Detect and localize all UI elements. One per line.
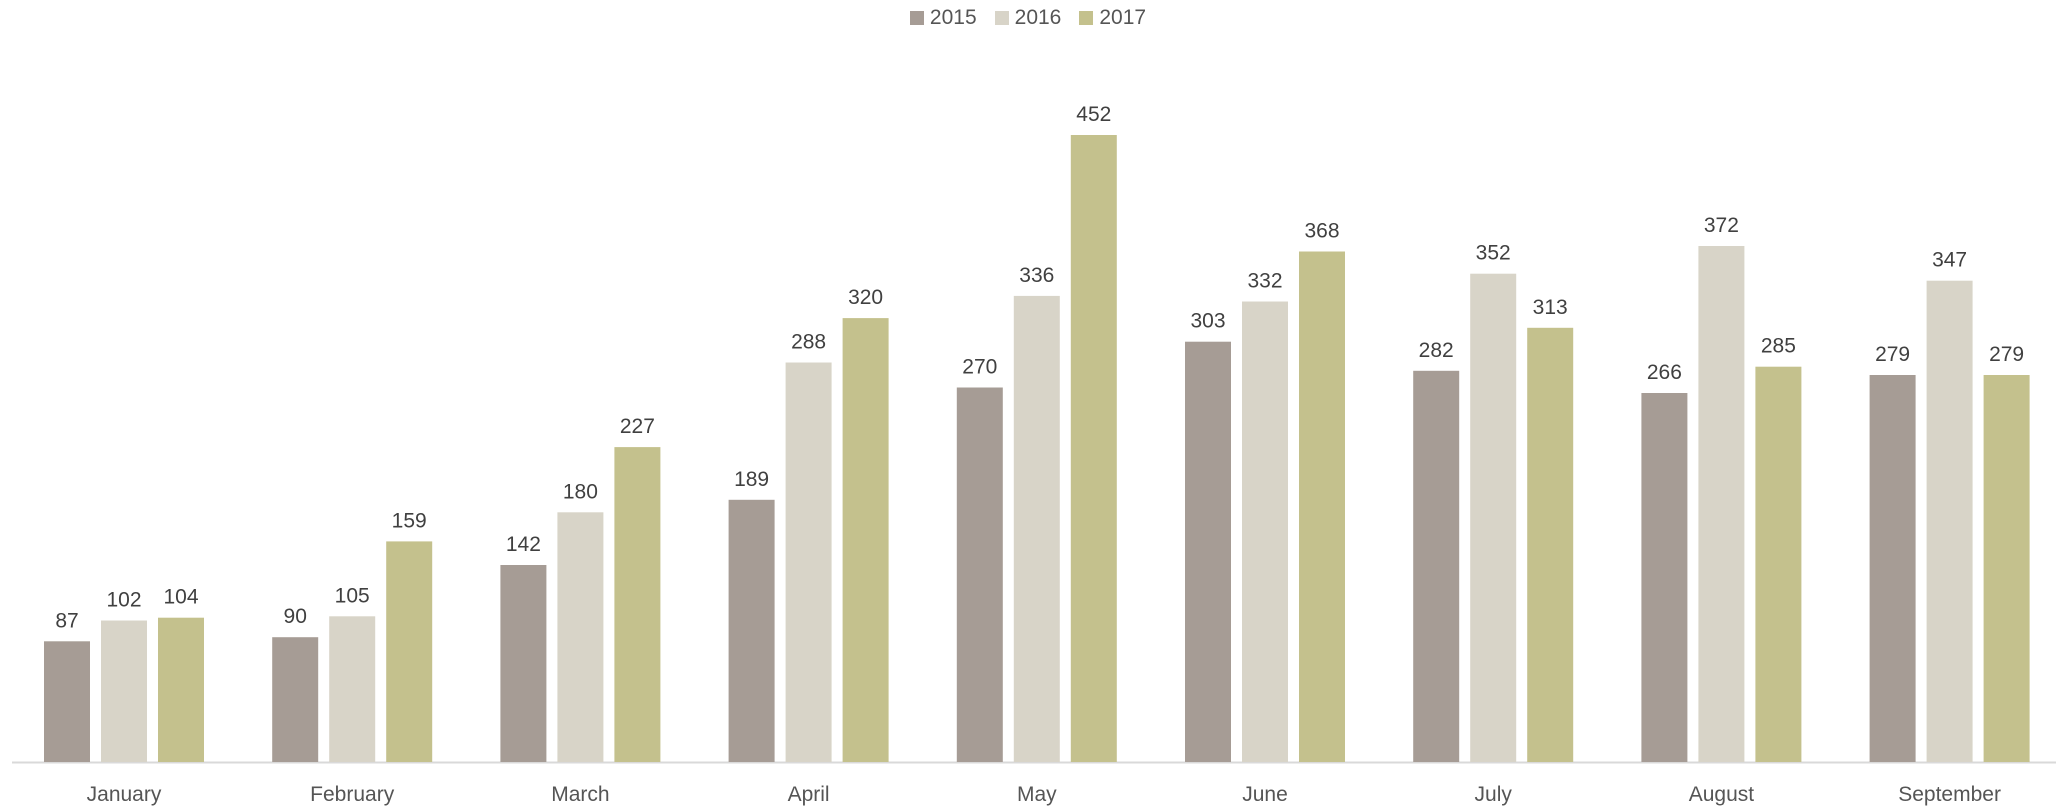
bar-june-2016 bbox=[1242, 301, 1288, 762]
bar-september-2016 bbox=[1926, 280, 1973, 762]
bar-april-2017 bbox=[842, 318, 889, 762]
bar-march-2017 bbox=[614, 447, 661, 762]
bar-february-2016 bbox=[329, 616, 376, 762]
bar-january-2015 bbox=[44, 641, 90, 762]
bar-january-2017 bbox=[158, 617, 204, 762]
bar-august-2017 bbox=[1755, 366, 1802, 762]
data-label-january-2017: 104 bbox=[163, 586, 198, 609]
legend-label-2017: 2017 bbox=[1099, 6, 1147, 29]
data-label-june-2016: 332 bbox=[1247, 270, 1282, 293]
data-label-february-2015: 90 bbox=[284, 605, 307, 628]
data-label-may-2017: 452 bbox=[1076, 103, 1111, 126]
data-label-april-2016: 288 bbox=[791, 331, 826, 354]
data-label-september-2017: 279 bbox=[1989, 343, 2024, 366]
data-label-august-2017: 285 bbox=[1761, 335, 1796, 358]
x-tick-label-august: August bbox=[1689, 783, 1755, 806]
data-label-july-2017: 313 bbox=[1533, 296, 1568, 319]
bar-april-2016 bbox=[785, 362, 832, 762]
bar-march-2015 bbox=[500, 565, 547, 762]
data-label-august-2015: 266 bbox=[1647, 361, 1682, 384]
legend-swatch-2017 bbox=[1079, 11, 1094, 25]
data-label-july-2015: 282 bbox=[1419, 339, 1454, 362]
legend-item-2015: 2015 bbox=[909, 6, 977, 30]
x-tick-label-january: January bbox=[87, 783, 162, 806]
bar-april-2015 bbox=[728, 499, 775, 762]
legend-label-2016: 2016 bbox=[1014, 6, 1062, 29]
data-label-february-2017: 159 bbox=[392, 509, 427, 532]
bar-july-2016 bbox=[1470, 273, 1517, 762]
x-tick-label-february: February bbox=[310, 783, 395, 806]
bar-september-2017 bbox=[1983, 375, 2030, 762]
bar-august-2016 bbox=[1698, 246, 1745, 762]
bar-june-2017 bbox=[1299, 251, 1345, 762]
data-label-march-2016: 180 bbox=[563, 480, 598, 503]
x-tick-label-may: May bbox=[1017, 783, 1057, 806]
bar-september-2015 bbox=[1869, 375, 1916, 762]
x-tick-label-september: September bbox=[1898, 783, 2001, 806]
bar-february-2015 bbox=[272, 637, 319, 762]
data-label-april-2017: 320 bbox=[848, 286, 883, 309]
legend-swatch-2016 bbox=[994, 11, 1009, 25]
data-label-june-2017: 368 bbox=[1304, 220, 1339, 243]
bar-august-2015 bbox=[1641, 393, 1688, 762]
x-tick-label-july: July bbox=[1475, 783, 1513, 806]
data-label-september-2016: 347 bbox=[1932, 249, 1967, 272]
data-label-june-2015: 303 bbox=[1190, 310, 1225, 333]
x-tick-label-june: June bbox=[1242, 783, 1288, 806]
x-tick-label-april: April bbox=[788, 783, 830, 806]
bar-may-2015 bbox=[956, 387, 1003, 762]
legend-item-2017: 2017 bbox=[1079, 6, 1146, 30]
data-label-january-2015: 87 bbox=[55, 609, 78, 632]
data-label-february-2016: 105 bbox=[335, 584, 370, 607]
data-label-may-2016: 336 bbox=[1019, 264, 1054, 287]
data-label-january-2016: 102 bbox=[106, 589, 141, 612]
data-label-april-2015: 189 bbox=[734, 468, 769, 491]
data-label-may-2015: 270 bbox=[962, 356, 997, 379]
bar-july-2015 bbox=[1413, 370, 1460, 762]
data-label-august-2016: 372 bbox=[1704, 214, 1739, 237]
legend-item-2016: 2016 bbox=[994, 6, 1062, 30]
legend-swatch-2015 bbox=[909, 11, 924, 25]
bar-march-2016 bbox=[557, 512, 604, 762]
bar-january-2016 bbox=[101, 620, 147, 762]
legend-label-2015: 2015 bbox=[929, 6, 977, 29]
bar-june-2015 bbox=[1185, 341, 1231, 762]
data-label-september-2015: 279 bbox=[1875, 343, 1910, 366]
data-label-march-2015: 142 bbox=[506, 533, 541, 556]
data-label-july-2016: 352 bbox=[1476, 242, 1511, 265]
data-label-march-2017: 227 bbox=[620, 415, 655, 438]
bar-may-2017 bbox=[1070, 135, 1117, 762]
bar-february-2017 bbox=[386, 541, 433, 762]
bar-may-2016 bbox=[1013, 295, 1060, 762]
x-tick-label-march: March bbox=[551, 783, 609, 806]
bar-july-2017 bbox=[1527, 327, 1574, 762]
legend: 2015 2016 2017 bbox=[0, 0, 2056, 36]
